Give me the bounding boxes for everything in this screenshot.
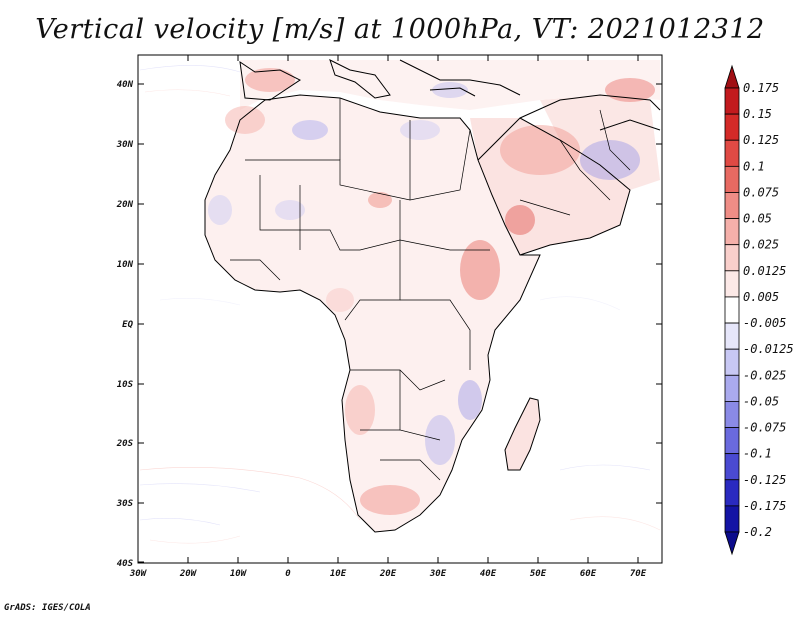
colorbar-label: 0.005 [743, 290, 779, 304]
coastlines [204, 59, 661, 533]
lat-label-30s: 30S [116, 499, 134, 509]
colorbar-cell [724, 453, 740, 481]
colorbar-label: -0.0125 [743, 342, 794, 356]
colorbar-cell [724, 427, 740, 455]
colorbar-label: 0.1 [743, 159, 765, 173]
lon-label-10w: 10W [230, 569, 248, 579]
colorbar-cell [724, 401, 740, 428]
lat-label-20n: 20N [116, 200, 134, 210]
colorbar-label: 0.125 [743, 133, 779, 147]
colorbar-bottom-arrow [724, 531, 740, 556]
colorbar-cell [724, 218, 740, 246]
lon-label-30w: 30W [129, 569, 148, 579]
map-content [139, 59, 661, 544]
colorbar-cell [724, 165, 740, 193]
lon-label-30e: 30E [429, 569, 447, 579]
lon-label-0: 0 [285, 569, 291, 579]
colorbar-label: 0.05 [743, 212, 772, 226]
colorbar-cell [724, 296, 740, 324]
colorbar-label: 0.175 [743, 81, 779, 95]
colorbar-cell [724, 87, 740, 115]
land-shading [205, 60, 660, 532]
colorbar-label: 0.025 [743, 238, 779, 252]
colorbar-cell [724, 113, 740, 141]
lon-label-20e: 20E [379, 569, 397, 579]
lon-label-10e: 10E [330, 569, 347, 579]
lat-label-40s: 40S [117, 559, 134, 569]
colorbar-label: -0.125 [743, 473, 786, 487]
colorbar-cell [724, 505, 740, 533]
colorbar-label: 0.15 [743, 107, 772, 121]
colorbar-label: 0.0125 [743, 264, 786, 278]
lon-label-50e: 50E [530, 569, 547, 579]
ocean-texture [139, 65, 661, 544]
colorbar-label: -0.1 [743, 447, 772, 461]
lat-label-eq: EQ [122, 320, 133, 330]
lon-label-70e: 70E [630, 569, 647, 579]
lat-label-10s: 10S [117, 380, 134, 390]
colorbar-label: -0.005 [743, 316, 786, 330]
colorbar-top-arrow [724, 64, 740, 89]
colorbar-cell [724, 348, 740, 376]
map-title: Vertical velocity [m/s] at 1000hPa, VT: … [35, 14, 765, 45]
country-borders [230, 98, 631, 481]
colorbar-cell [724, 322, 740, 350]
colorbar-label: -0.2 [743, 525, 772, 539]
colorbar-cell [724, 139, 740, 167]
lat-axis: 40N 30N 20N 10N EQ 10S 20S 30S 40S [116, 80, 662, 569]
map-frame [137, 54, 663, 564]
colorbar-cell [724, 192, 740, 219]
colorbar-label: -0.05 [743, 394, 779, 408]
lon-label-40e: 40E [480, 569, 497, 579]
lon-axis: 30W 20W 10W 0 10E 20E 30E 40E 50E 60E 70… [129, 55, 647, 579]
lon-label-60e: 60E [580, 569, 597, 579]
colorbar-label: -0.075 [743, 421, 786, 435]
colorbar-label: 0.075 [743, 185, 779, 199]
colorbar-label: -0.025 [743, 368, 786, 382]
colorbar-label: -0.175 [743, 499, 786, 513]
lat-label-30n: 30N [116, 140, 134, 150]
footer-credit: GrADS: IGES/COLA [4, 603, 91, 613]
lat-label-10n: 10N [117, 260, 134, 270]
lat-label-40n: 40N [117, 80, 134, 90]
colorbar-cell [724, 479, 740, 507]
colorbar-cell [724, 374, 740, 402]
colorbar-cell [724, 244, 740, 272]
colorbar-cell [724, 270, 740, 298]
lon-label-20w: 20W [179, 569, 198, 579]
colorbar: 0.175 0.15 0.125 0.1 0.075 0.05 0.025 0.0125 0.0… [724, 64, 794, 556]
lat-label-20s: 20S [116, 439, 134, 449]
